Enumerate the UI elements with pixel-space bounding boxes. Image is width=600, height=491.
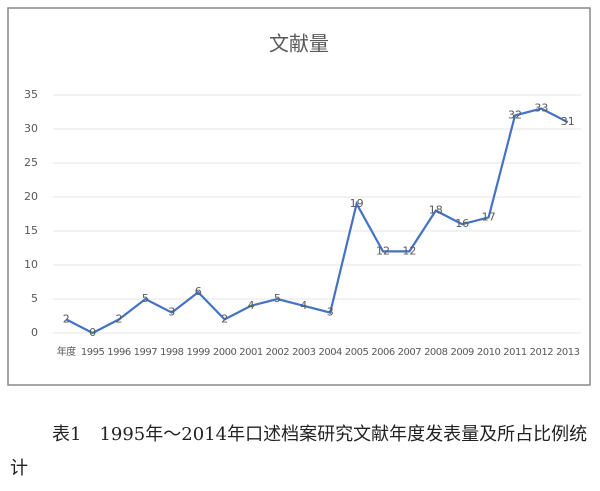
- data-label: 4: [248, 299, 255, 312]
- data-label: 18: [429, 204, 443, 217]
- x-tick-label: 2006: [371, 347, 395, 358]
- x-tick-label: 2011: [503, 347, 527, 358]
- x-tick-label: 2005: [345, 347, 369, 358]
- x-tick-label: 2004: [318, 347, 342, 358]
- data-label: 31: [561, 115, 575, 128]
- data-label: 4: [300, 299, 307, 312]
- data-label: 3: [168, 306, 175, 319]
- line: [65, 107, 569, 335]
- y-tick-label: 20: [24, 190, 38, 203]
- data-label: 3: [327, 306, 334, 319]
- data-label: 5: [142, 292, 149, 305]
- x-tick-label: 年度: [57, 345, 76, 358]
- data-label: 5: [274, 292, 281, 305]
- x-tick-label: 2007: [398, 347, 422, 358]
- x-tick-label: 2003: [292, 347, 316, 358]
- y-tick-label: 5: [31, 292, 38, 305]
- data-label: 32: [508, 108, 522, 121]
- x-tick-label: 2000: [213, 347, 237, 358]
- data-label: 17: [482, 210, 496, 223]
- y-tick-label: 15: [24, 224, 38, 237]
- x-tick-label: 2002: [266, 347, 290, 358]
- x-tick-label: 2009: [450, 347, 474, 358]
- x-tick-label: 2013: [556, 347, 580, 358]
- data-label: 2: [221, 312, 228, 325]
- y-tick-label: 0: [31, 326, 38, 339]
- data-label: 16: [455, 217, 469, 230]
- x-tick-label: 2001: [239, 347, 263, 358]
- y-tick-label: 35: [24, 88, 38, 101]
- data-label: 12: [402, 244, 416, 257]
- data-label: 2: [116, 312, 123, 325]
- chart-title: 文献量: [269, 32, 329, 56]
- data-label: 0: [89, 326, 96, 339]
- x-tick-label: 2012: [530, 347, 554, 358]
- x-tick-label: 1996: [107, 347, 131, 358]
- x-tick-label: 1999: [186, 347, 210, 358]
- data-label: 6: [195, 285, 202, 298]
- y-tick-label: 30: [24, 122, 38, 135]
- caption: 表1 1995年～2014年口述档案研究文献年度发表量及所占比例统计: [10, 424, 588, 479]
- y-tick-label: 10: [24, 258, 38, 271]
- y-tick-label: 25: [24, 156, 38, 169]
- x-tick-label: 1995: [81, 347, 105, 358]
- x-tick-label: 2010: [477, 347, 501, 358]
- data-label: 2: [63, 312, 70, 325]
- x-tick-label: 1998: [160, 347, 184, 358]
- data-label: 12: [376, 244, 390, 257]
- x-tick-label: 2008: [424, 347, 448, 358]
- data-label: 19: [350, 197, 364, 210]
- data-label: 33: [534, 102, 548, 115]
- x-tick-label: 1997: [134, 347, 158, 358]
